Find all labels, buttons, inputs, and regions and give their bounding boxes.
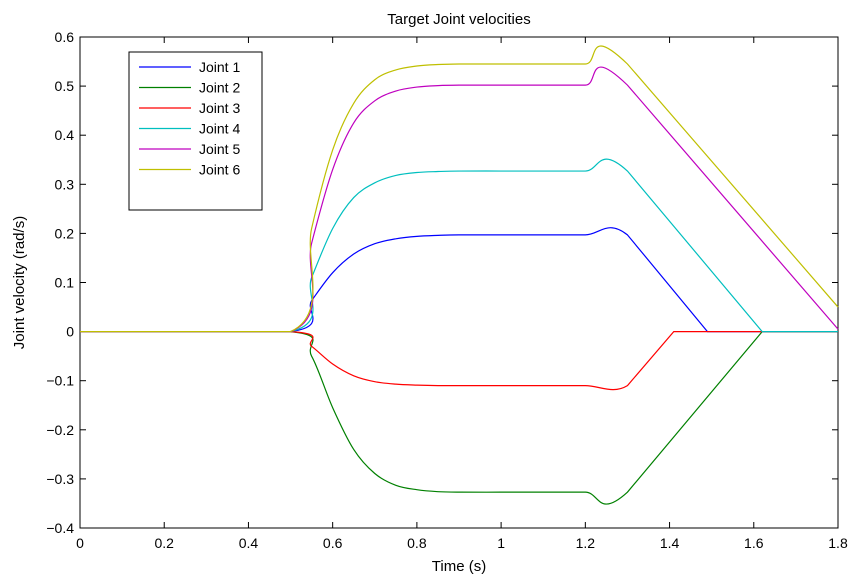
legend-label: Joint 3 (199, 100, 240, 116)
y-tick-label: −0.4 (46, 520, 74, 536)
series-line-1 (80, 227, 838, 333)
y-axis-title: Joint velocity (rad/s) (11, 216, 28, 349)
x-tick-label: 1 (497, 535, 505, 551)
y-tick-label: 0.3 (55, 176, 75, 192)
x-tick-label: 0.6 (323, 535, 343, 551)
axis-ticks: 0 0.2 0.4 0.6 0.8 1 1.2 1.4 1.6 1.8 −0.4 −0.3 −0.2 −0… (46, 29, 848, 551)
x-tick-label: 0.2 (154, 535, 174, 551)
series-line-2 (80, 331, 838, 505)
y-tick-label: 0.6 (55, 29, 75, 45)
legend-label: Joint 6 (199, 162, 240, 178)
y-tick-label: 0.2 (55, 225, 75, 241)
series-line-6 (80, 45, 839, 333)
x-tick-label: 0.4 (239, 535, 259, 551)
legend-label: Joint 4 (199, 121, 240, 137)
legend-label: Joint 1 (199, 59, 240, 75)
x-tick-label: 1.6 (744, 535, 764, 551)
y-tick-label: 0.1 (55, 275, 75, 291)
y-tick-label: −0.3 (46, 471, 74, 487)
y-tick-label: 0.4 (55, 127, 75, 143)
y-tick-label: −0.1 (46, 373, 74, 389)
y-tick-label: 0 (66, 324, 74, 340)
y-tick-label: 0.5 (55, 78, 75, 94)
y-tick-label: −0.2 (46, 422, 74, 438)
legend: Joint 1 Joint 2 Joint 3 Joint 4 Joint 5 Joint… (128, 51, 263, 211)
x-axis-title: Time (s) (432, 558, 486, 575)
x-tick-label: 0 (76, 535, 84, 551)
chart-title: Target Joint velocities (387, 11, 530, 28)
series-line-5 (80, 66, 839, 333)
x-tick-label: 1.4 (660, 535, 680, 551)
legend-label: Joint 5 (199, 141, 240, 157)
legend-label: Joint 2 (199, 80, 240, 96)
legend-box (128, 51, 263, 211)
series-line-3 (80, 331, 838, 391)
series-lines (80, 45, 839, 505)
x-tick-label: 1.8 (828, 535, 848, 551)
series-line-4 (80, 158, 838, 333)
x-tick-label: 1.2 (576, 535, 596, 551)
x-tick-label: 0.8 (407, 535, 427, 551)
